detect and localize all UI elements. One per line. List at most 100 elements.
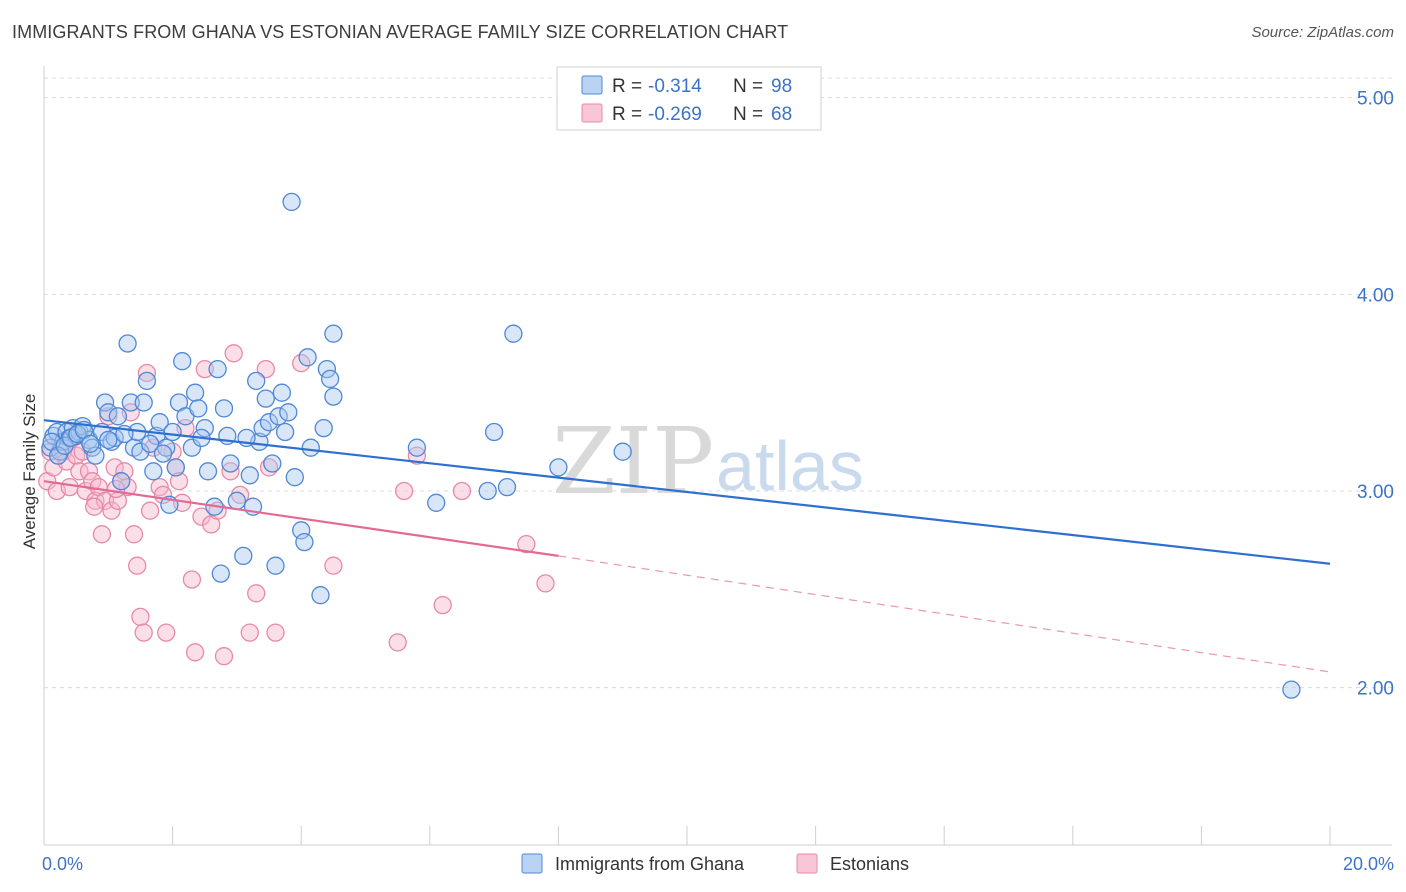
- legend-r-label: R =: [612, 76, 642, 97]
- estonians-point: [124, 525, 144, 544]
- ghana-point: [214, 399, 234, 418]
- y-tick-label: 2.00: [1357, 679, 1394, 700]
- ghana-point: [275, 422, 295, 442]
- ghana-point: [317, 359, 337, 379]
- bottom-legend-label-estonians: Estonians: [830, 854, 909, 874]
- legend-n-value: 68: [771, 104, 792, 125]
- ghana-point: [240, 466, 259, 485]
- ghana-point: [266, 556, 285, 575]
- legend-r-label: R =: [612, 104, 642, 125]
- estonians-point: [221, 462, 240, 481]
- estonians-point: [86, 491, 105, 510]
- estonians-point: [214, 647, 234, 666]
- ghana-point: [269, 407, 288, 426]
- ghana-point: [259, 413, 279, 432]
- ghana-point: [108, 407, 128, 426]
- ghana-point: [211, 564, 230, 583]
- estonians-point: [85, 497, 104, 516]
- ghana-point: [1282, 680, 1301, 699]
- y-axis-label: Average Family Size: [20, 394, 39, 550]
- ghana-point: [314, 418, 333, 438]
- chart-title: IMMIGRANTS FROM GHANA VS ESTONIAN AVERAG…: [12, 22, 789, 42]
- estonians-point: [70, 462, 89, 481]
- estonians-point: [128, 556, 147, 575]
- watermark: ZIP atlas: [552, 408, 864, 515]
- axes: [43, 66, 1392, 846]
- ghana-point: [497, 477, 517, 497]
- trend-lines: [43, 419, 1331, 673]
- bottom-legend-swatch-estonians: [796, 853, 818, 874]
- ghana-point: [320, 369, 340, 389]
- legend-n-value: 98: [771, 76, 792, 97]
- estonians-point: [102, 501, 121, 520]
- ghana-point: [48, 446, 68, 465]
- ghana-point: [549, 458, 568, 477]
- y-tick-label: 4.00: [1357, 285, 1394, 306]
- estonians-point: [394, 481, 414, 501]
- x-tick-label: 20.0%: [1343, 854, 1394, 874]
- estonians-point: [185, 643, 205, 662]
- legend-swatch-estonians: [581, 103, 603, 123]
- ghana-point: [99, 430, 118, 450]
- y-tick-labels: 2.00 3.00 4.00 5.00: [1357, 89, 1394, 700]
- ghana-point: [208, 359, 227, 379]
- ghana-point: [272, 383, 292, 402]
- ghana-point: [195, 418, 214, 438]
- ghana-point: [407, 438, 427, 457]
- x-tick-label: 0.0%: [42, 854, 83, 874]
- ghana-point: [134, 393, 153, 412]
- estonians-point: [60, 477, 79, 497]
- ghana-point: [153, 444, 173, 463]
- estonians-point: [324, 556, 343, 575]
- estonians-point: [157, 623, 176, 642]
- ghana-point: [256, 389, 275, 408]
- estonians-point: [79, 462, 99, 481]
- estonians-point: [92, 525, 112, 544]
- ghana-point: [182, 438, 202, 457]
- ghana-point: [427, 493, 446, 512]
- ghana-point: [140, 434, 160, 453]
- ghana-point: [163, 422, 182, 442]
- y-tick-label: 5.00: [1357, 89, 1394, 110]
- ghana-point: [324, 324, 343, 343]
- correlation-legend: R = -0.314 N = 98 R = -0.269 N = 68: [556, 66, 822, 131]
- ghana-point: [173, 352, 192, 371]
- ghana-point: [121, 393, 140, 412]
- ghana-point: [86, 446, 105, 465]
- estonians-point: [256, 359, 275, 379]
- ghana-point: [95, 393, 115, 412]
- estonians-point: [266, 623, 285, 642]
- ghana-trend-line: [43, 419, 1331, 565]
- estonians-trend-extension: [558, 555, 1331, 673]
- ghana-point: [144, 462, 163, 481]
- ghana-point: [484, 422, 504, 442]
- ghana-point: [118, 334, 137, 353]
- estonians-trend-line: [43, 480, 559, 557]
- ghana-points: [41, 192, 1301, 699]
- ghana-point: [478, 481, 497, 501]
- estonians-point: [224, 344, 243, 363]
- ghana-point: [189, 399, 208, 418]
- estonians-point: [517, 534, 536, 554]
- estonians-point: [182, 570, 202, 589]
- ghana-point: [99, 403, 118, 422]
- chart-source: Source: ZipAtlas.com: [1251, 24, 1394, 41]
- estonians-point: [452, 481, 472, 501]
- ghana-point: [221, 454, 240, 473]
- estonians-point: [247, 584, 266, 603]
- ghana-point: [137, 371, 157, 391]
- ghana-point: [227, 491, 247, 510]
- ghana-point: [301, 438, 320, 457]
- ghana-point: [166, 458, 185, 477]
- estonians-point: [95, 491, 115, 510]
- ghana-point: [247, 371, 266, 391]
- ghana-point: [311, 586, 330, 605]
- ghana-point: [279, 403, 298, 422]
- estonians-point: [240, 623, 259, 642]
- ghana-point: [285, 468, 304, 487]
- ghana-point: [324, 387, 343, 406]
- legend-n-label: N =: [733, 104, 763, 125]
- ghana-point: [185, 383, 205, 402]
- ghana-point: [263, 454, 282, 473]
- ghana-point: [295, 532, 314, 552]
